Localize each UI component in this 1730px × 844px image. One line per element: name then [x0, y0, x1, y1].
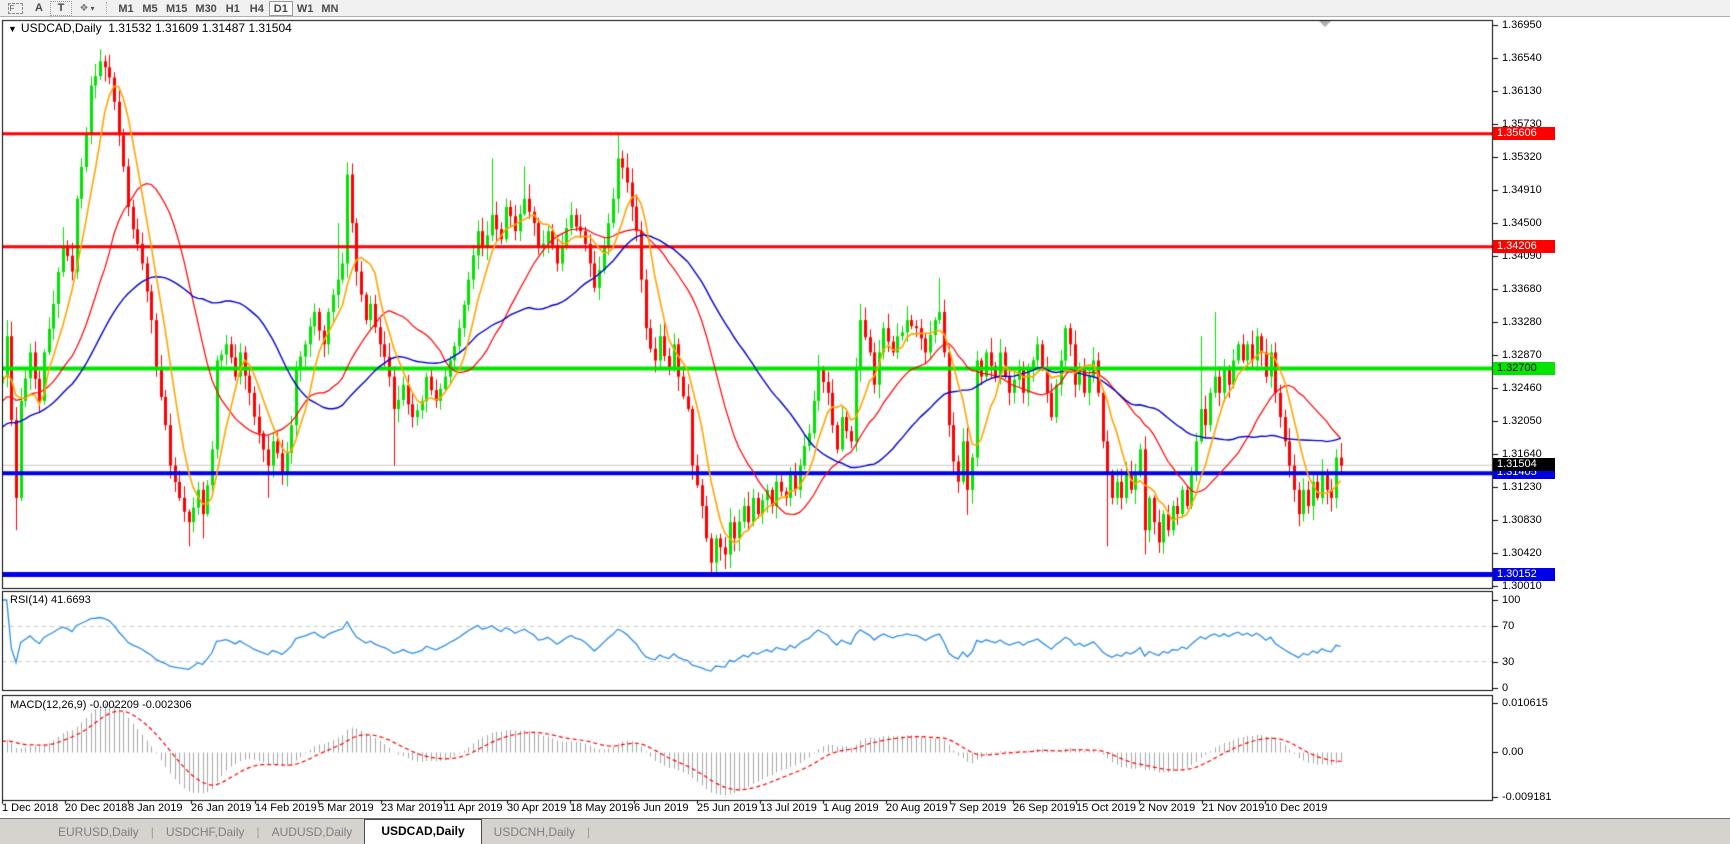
date-axis-label: 7 Sep 2019 — [950, 802, 1007, 814]
price-axis-label: 1.36950 — [1502, 19, 1542, 31]
price-axis-label: 1.31640 — [1502, 448, 1542, 461]
date-axis-label: 5 Mar 2019 — [318, 802, 374, 814]
price-axis-label: 1.34500 — [1502, 217, 1542, 230]
date-axis-label: 1 Aug 2019 — [823, 802, 879, 814]
arrow-text-tool-icon[interactable]: A — [35, 2, 43, 14]
price-level-tag[interactable]: 1.32700 — [1493, 361, 1555, 375]
macd-axis-label: 0.010615 — [1502, 697, 1548, 709]
date-axis-label: 26 Sep 2019 — [1013, 802, 1076, 814]
timeframe-mn-button[interactable]: MN — [321, 2, 339, 15]
tab-separator: | — [150, 825, 154, 839]
tab-usdcnh-daily[interactable]: USDCNH,Daily — [493, 825, 576, 839]
templates-tool-icon[interactable]: F — [2, 1, 28, 16]
tab-separator: | — [256, 825, 260, 839]
date-axis-label: 26 Jan 2019 — [191, 802, 252, 814]
price-axis-label: 1.34090 — [1502, 250, 1542, 263]
price-axis-label: 1.36130 — [1502, 85, 1542, 98]
rsi-axis-label: 0 — [1502, 682, 1509, 694]
timeframe-m30-button[interactable]: M30 — [195, 2, 217, 15]
timeframe-w1-button[interactable]: W1 — [296, 2, 314, 15]
date-axis-label: 30 Apr 2019 — [507, 802, 567, 814]
date-axis-label: 20 Aug 2019 — [886, 802, 948, 814]
macd-indicator-label: MACD(12,26,9) -0.002209 -0.002306 — [10, 699, 192, 711]
price-level-tag[interactable]: 1.34206 — [1493, 239, 1555, 253]
rsi-indicator-label: RSI(14) 41.6693 — [10, 594, 91, 606]
date-axis-label: 1 Dec 2018 — [2, 802, 59, 814]
date-axis-label: 25 Jun 2019 — [697, 802, 758, 814]
chart-tab-bar: EURUSD,Daily | USDCHF,Daily | AUDUSD,Dai… — [0, 818, 1730, 844]
text-label-tool-icon[interactable]: T — [50, 0, 72, 16]
date-axis-label: 2 Nov 2019 — [1139, 802, 1196, 814]
dropdown-caret-icon: ▾ — [90, 3, 95, 13]
timeframe-m5-button[interactable]: M5 — [142, 2, 158, 15]
price-axis-label: 1.33680 — [1502, 283, 1542, 296]
line-style-tool-icon[interactable]: ❖ ▾ — [79, 2, 95, 14]
tab-audusd-daily[interactable]: AUDUSD,Daily — [271, 825, 353, 839]
price-axis-label: 1.31230 — [1502, 481, 1542, 494]
date-axis-label: 15 Oct 2019 — [1076, 802, 1136, 814]
price-axis-label: 1.34910 — [1502, 183, 1542, 196]
date-axis-label: 10 Dec 2019 — [1265, 802, 1328, 814]
rsi-axis-label: 100 — [1502, 594, 1521, 606]
timeframe-m15-button[interactable]: M15 — [166, 2, 188, 15]
tab-eurusd-daily[interactable]: EURUSD,Daily — [58, 825, 139, 839]
price-axis-label: 1.32460 — [1502, 381, 1542, 394]
price-level-tag[interactable]: 1.35606 — [1493, 126, 1555, 140]
timeframe-d1-button[interactable]: D1 — [268, 0, 293, 16]
date-axis-label: 6 Jun 2019 — [634, 802, 689, 814]
timeframe-h1-button[interactable]: H1 — [225, 2, 240, 15]
chart-title: ▼ USDCAD,Daily 1.31532 1.31609 1.31487 1.… — [8, 21, 292, 35]
rsi-axis-label: 30 — [1502, 655, 1515, 668]
price-axis-label: 1.30830 — [1502, 513, 1542, 526]
timeframe-m1-button[interactable]: M1 — [118, 2, 134, 15]
price-axis-label: 1.32050 — [1502, 415, 1542, 428]
date-axis-label: 13 Jul 2019 — [760, 802, 817, 814]
tab-usdchf-daily[interactable]: USDCHF,Daily — [165, 825, 245, 839]
chart-symbol: USDCAD,Daily — [20, 21, 102, 35]
date-axis-label: 14 Feb 2019 — [255, 802, 317, 814]
chart-ohlc-values: 1.31532 1.31609 1.31487 1.31504 — [108, 21, 292, 35]
rsi-axis-label: 70 — [1502, 620, 1515, 633]
date-axis-label: 20 Dec 2018 — [65, 802, 128, 814]
macd-axis-label: 0.00 — [1502, 746, 1524, 758]
price-axis-label: 1.32870 — [1502, 348, 1542, 361]
date-axis-label: 18 May 2019 — [570, 802, 634, 814]
price-axis-label: 1.33280 — [1502, 315, 1542, 328]
macd-axis-label: -0.009181 — [1502, 791, 1552, 803]
price-axis-label: 1.30010 — [1502, 580, 1542, 593]
price-axis-label: 1.36540 — [1502, 52, 1542, 65]
date-axis-label: 23 Mar 2019 — [381, 802, 443, 814]
price-axis-label: 1.35730 — [1502, 117, 1542, 130]
date-axis-label: 21 Nov 2019 — [1202, 802, 1265, 814]
toolbar-separator — [106, 2, 108, 14]
collapse-triangle-icon[interactable]: ▼ — [8, 24, 17, 34]
timeframe-h4-button[interactable]: H4 — [249, 2, 264, 15]
date-axis-label: 8 Jan 2019 — [128, 802, 183, 814]
tab-usdcad-daily[interactable]: USDCAD,Daily — [364, 819, 482, 844]
top-toolbar: F A T ❖ ▾ M1 M5 M15 M30 H1 H4 D1 W1 MN — [0, 0, 1730, 17]
tab-separator: | — [587, 825, 591, 839]
price-axis-label: 1.35320 — [1502, 150, 1542, 163]
date-axis-label: 11 Apr 2019 — [444, 802, 503, 814]
current-price-tag: 1.31504 — [1493, 458, 1555, 472]
price-axis-label: 1.30420 — [1502, 546, 1542, 559]
price-level-tag[interactable]: 1.30152 — [1493, 567, 1555, 581]
